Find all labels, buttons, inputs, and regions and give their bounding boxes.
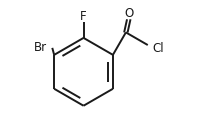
Text: O: O [124,7,133,20]
Text: F: F [80,10,87,23]
Text: Br: Br [34,41,47,54]
Text: Cl: Cl [153,42,165,55]
